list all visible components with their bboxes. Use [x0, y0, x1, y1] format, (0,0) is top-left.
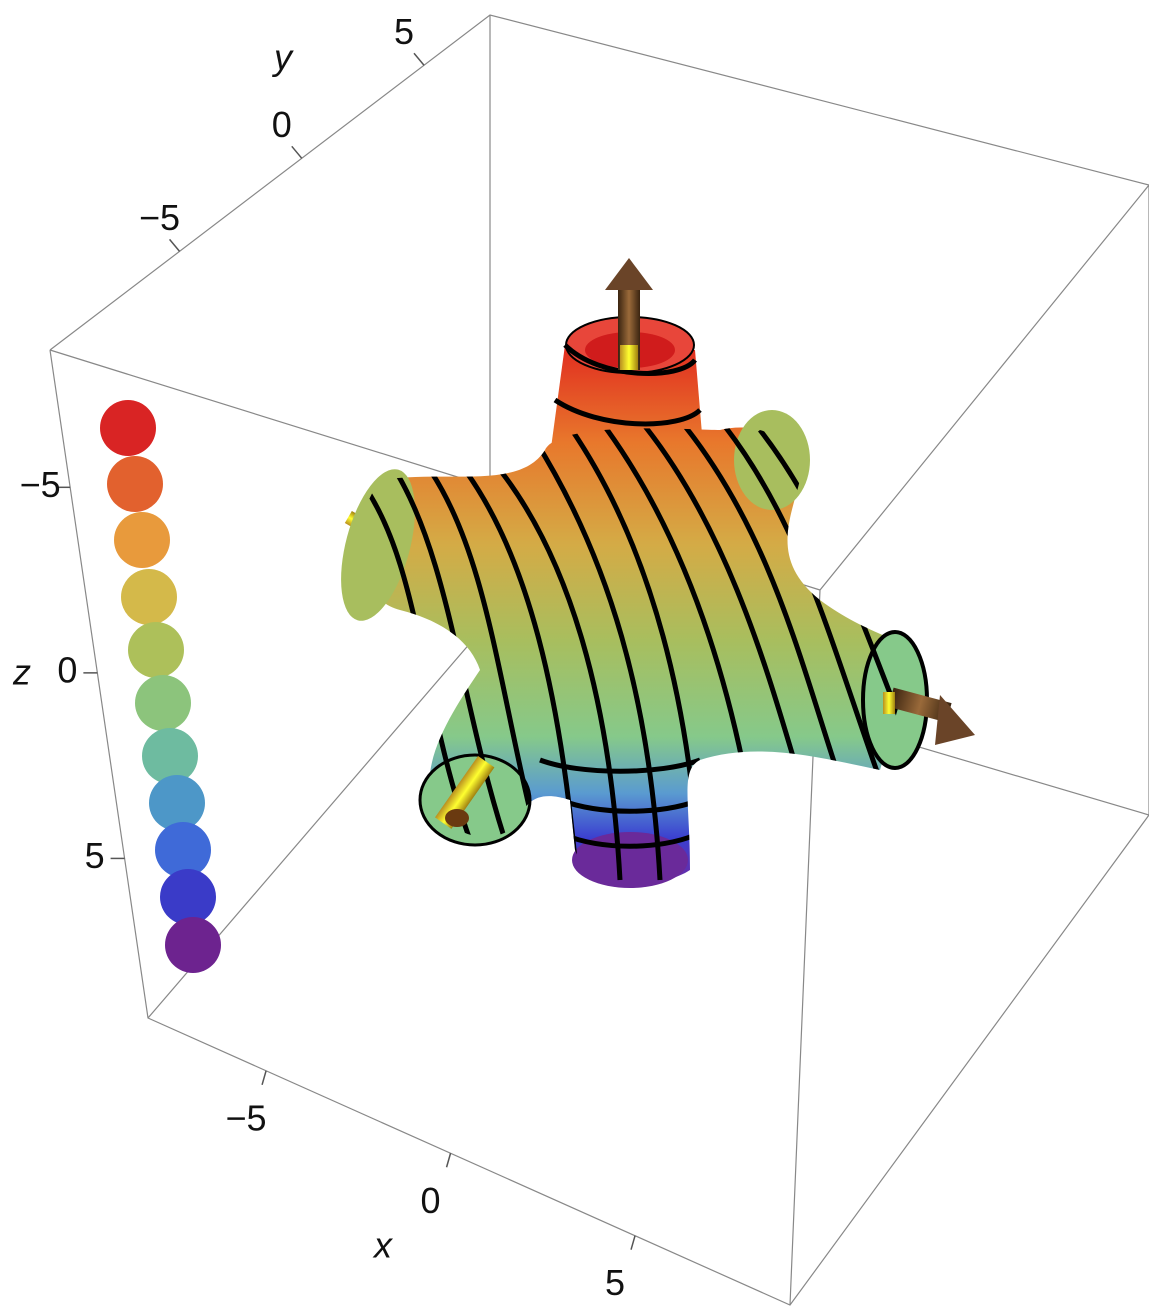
z-tick-label: 5 [85, 835, 105, 876]
shape [100, 400, 156, 456]
shape [160, 869, 216, 925]
y-tick [292, 146, 302, 158]
shape [445, 809, 469, 827]
chart: x y z −5 0 5 −5 0 5 −5 0 5 [0, 0, 1149, 1308]
shape [142, 728, 198, 784]
page: x y z −505−505−505 (() => { const data =… [0, 0, 1149, 1308]
y-tick-label: −5 [139, 197, 180, 238]
x-tick-label: 0 [421, 1180, 441, 1221]
shape [165, 917, 221, 973]
shape [107, 456, 163, 512]
shape [620, 345, 638, 370]
x-tick-label: 5 [605, 1262, 625, 1303]
shape [605, 258, 653, 290]
shape [128, 622, 184, 678]
shape [121, 569, 177, 625]
y-tick-label: 0 [272, 104, 292, 145]
y-tick [414, 53, 424, 65]
shape [135, 675, 191, 731]
shape [114, 512, 170, 568]
y-axis-label: y [271, 37, 294, 78]
z-tick-label: −5 [20, 464, 61, 505]
x-tick [631, 1236, 635, 1250]
z-axis-label: z [12, 652, 31, 693]
x-axis-label: x [372, 1225, 394, 1266]
y-tick [170, 239, 180, 251]
shape [883, 692, 895, 714]
shape [935, 695, 975, 745]
x-tick [262, 1071, 266, 1085]
shape [149, 775, 205, 831]
x-tick [447, 1153, 451, 1167]
surface [327, 258, 975, 888]
x-tick-label: −5 [226, 1097, 267, 1138]
z-tick-label: 0 [57, 649, 77, 690]
y-tick-label: 5 [394, 11, 414, 52]
spheres [100, 400, 221, 973]
